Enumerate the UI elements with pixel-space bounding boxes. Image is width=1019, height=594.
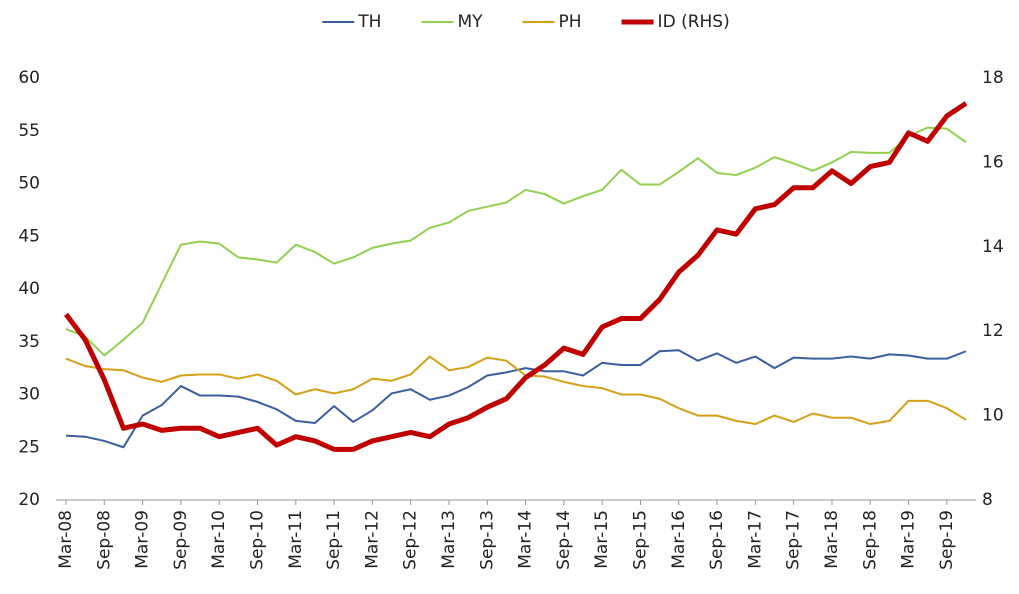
y-tick-label: 30 — [18, 385, 40, 405]
y-tick-label: 35 — [18, 332, 40, 352]
x-tick-label: Mar-18 — [822, 510, 842, 569]
y2-tick-label: 14 — [982, 237, 1004, 257]
y-tick-label: 60 — [18, 68, 40, 88]
x-tick-label: Mar-17 — [745, 510, 765, 569]
x-tick-label: Sep-08 — [94, 510, 114, 570]
legend: TH MY PH ID (RHS) — [322, 12, 730, 32]
x-tick-label: Mar-16 — [669, 510, 689, 569]
y-tick-label: 45 — [18, 226, 40, 246]
x-tick-label: Sep-13 — [477, 510, 497, 570]
series-line — [65, 355, 967, 426]
y2-tick-label: 10 — [982, 406, 1004, 426]
x-tick-label: Mar-08 — [56, 510, 76, 569]
x-tick-label: Mar-09 — [133, 510, 153, 569]
x-tick-label: Sep-19 — [937, 510, 957, 570]
x-tick-label: Mar-13 — [439, 510, 459, 569]
legend-label: TH — [357, 12, 381, 32]
x-tick-label: Sep-17 — [784, 510, 804, 570]
series-line — [65, 349, 967, 449]
y-tick-label: 55 — [18, 121, 40, 141]
series-line — [64, 101, 968, 452]
series-line — [65, 126, 967, 357]
x-tick-label: Mar-12 — [362, 510, 382, 569]
y-tick-label: 25 — [18, 437, 40, 457]
x-tick-label: Sep-14 — [554, 510, 574, 570]
x-tick-label: Sep-18 — [860, 510, 880, 570]
x-tick-label: Sep-10 — [247, 510, 267, 570]
y2-tick-label: 16 — [982, 152, 1004, 172]
x-tick-label: Sep-09 — [171, 510, 191, 570]
legend-label: MY — [457, 12, 483, 32]
x-tick-label: Mar-15 — [592, 510, 612, 569]
y2-tick-label: 18 — [982, 68, 1004, 88]
x-tick-label: Mar-10 — [209, 510, 229, 569]
x-tick-label: Sep-11 — [324, 510, 344, 570]
x-tick-label: Sep-15 — [630, 510, 650, 570]
legend-label: PH — [559, 12, 582, 32]
x-tick-label: Sep-16 — [707, 510, 727, 570]
y-tick-label: 50 — [18, 174, 40, 194]
y-tick-label: 20 — [18, 490, 40, 510]
x-tick-label: Mar-11 — [286, 510, 306, 569]
y-tick-label: 40 — [18, 279, 40, 299]
y2-tick-label: 12 — [982, 321, 1004, 341]
x-tick-label: Mar-19 — [899, 510, 919, 569]
legend-label: ID (RHS) — [658, 12, 730, 32]
y2-tick-label: 8 — [982, 490, 993, 510]
x-tick-label: Sep-12 — [401, 510, 421, 570]
x-tick-label: Mar-14 — [516, 510, 536, 569]
